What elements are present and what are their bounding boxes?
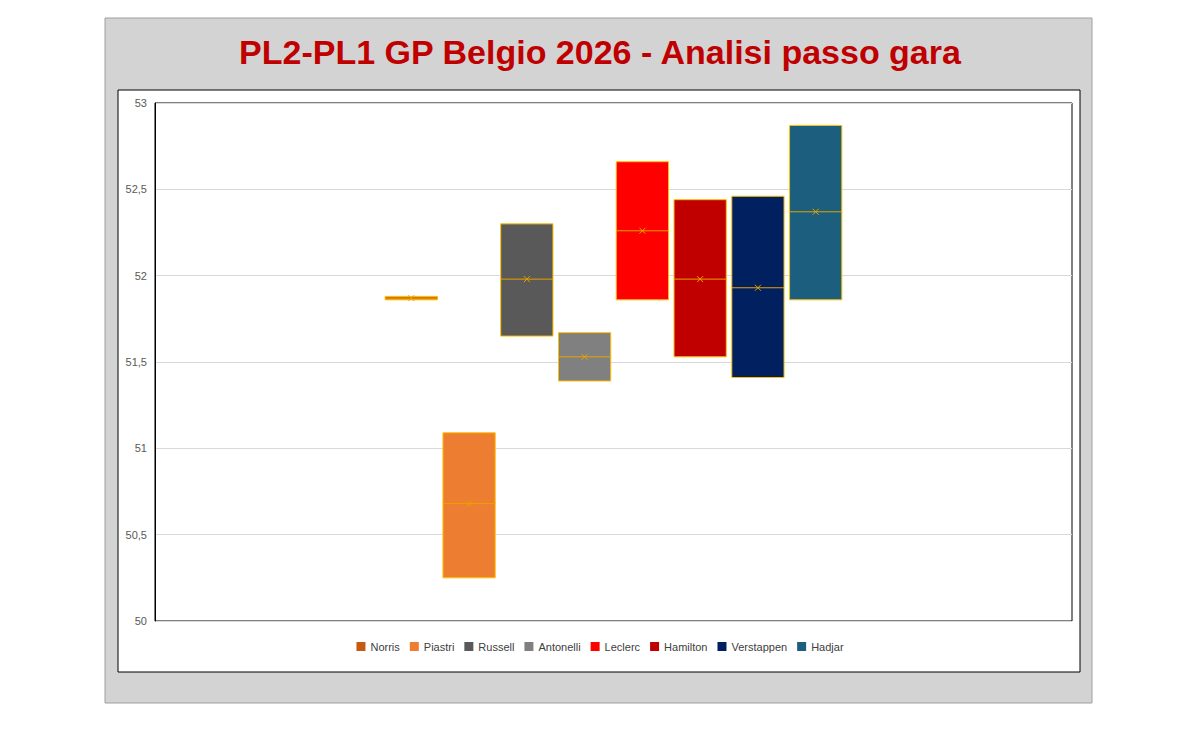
svg-text:51,5: 51,5 [126,356,147,368]
svg-text:Verstappen: Verstappen [731,641,787,653]
svg-text:Russell: Russell [478,641,514,653]
svg-text:52: 52 [135,270,147,282]
svg-text:Hadjar: Hadjar [811,641,844,653]
svg-text:50: 50 [135,615,147,627]
svg-text:Leclerc: Leclerc [605,641,641,653]
svg-text:51: 51 [135,442,147,454]
svg-text:PL2-PL1 GP Belgio 2026 - Anali: PL2-PL1 GP Belgio 2026 - Analisi passo g… [239,33,962,71]
svg-text:Norris: Norris [370,641,400,653]
svg-text:Hamilton: Hamilton [664,641,707,653]
svg-text:50,5: 50,5 [126,529,147,541]
svg-text:Piastri: Piastri [424,641,455,653]
svg-text:52,5: 52,5 [126,183,147,195]
svg-text:Antonelli: Antonelli [538,641,580,653]
svg-text:53: 53 [135,97,147,109]
